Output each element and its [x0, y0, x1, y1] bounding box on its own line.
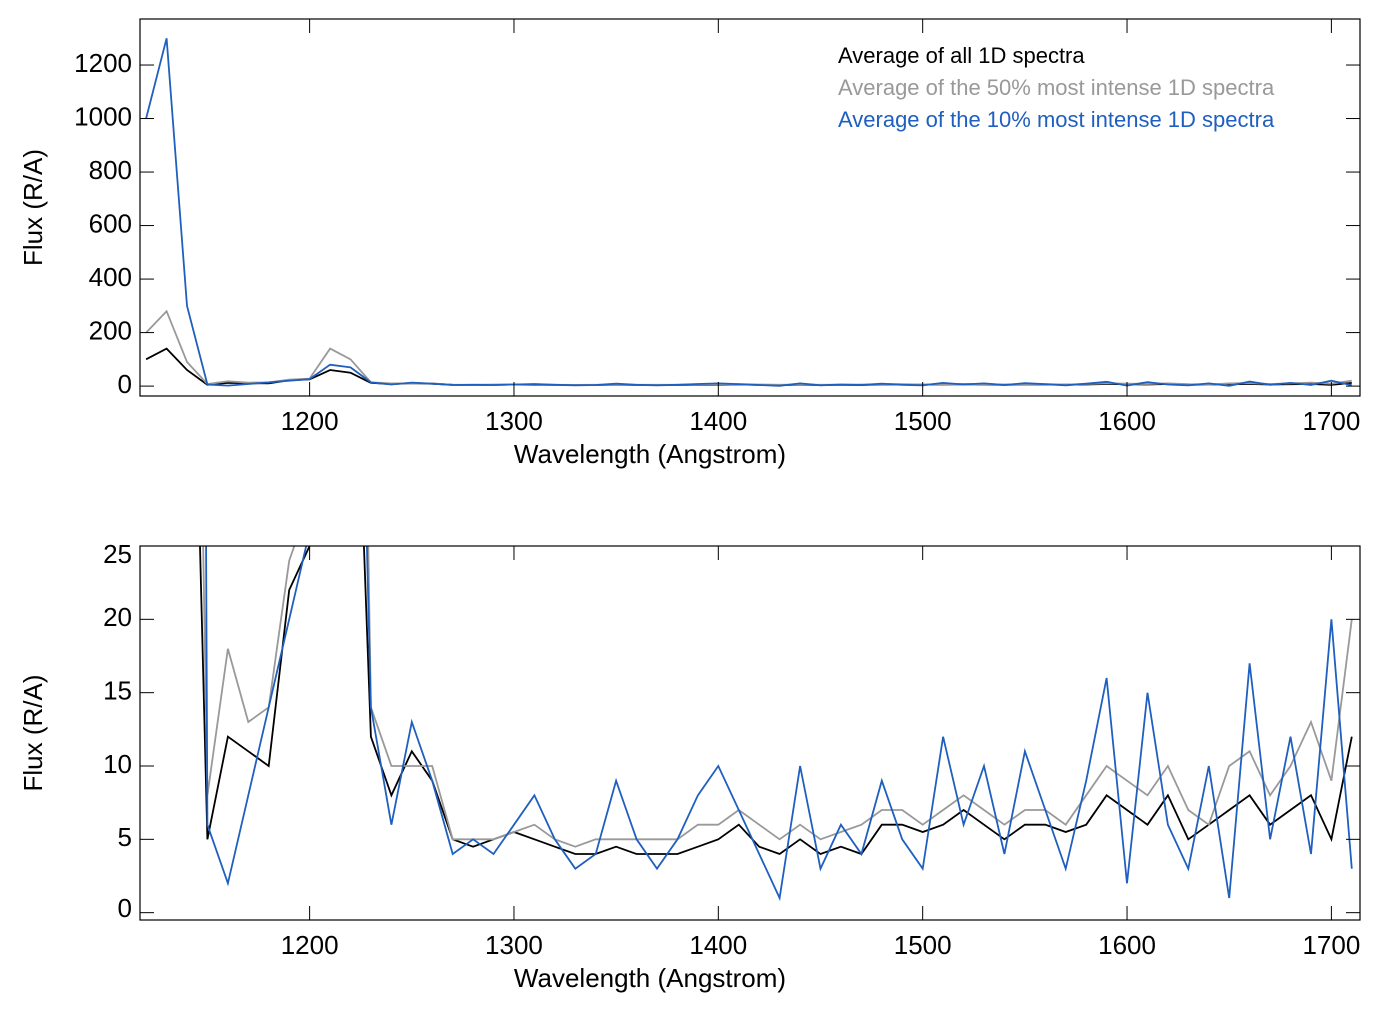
x-tick-label: 1400: [689, 930, 747, 960]
y-tick-label: 200: [89, 315, 132, 345]
data-line: [199, 546, 1353, 856]
x-tick-label: 1700: [1302, 930, 1360, 960]
x-tick-label: 1500: [894, 930, 952, 960]
x-tick-label: 1200: [281, 406, 339, 436]
x-axis-label: Wavelength (Angstrom): [514, 963, 786, 993]
y-axis-label: Flux (R/A): [18, 675, 48, 792]
y-axis-label: Flux (R/A): [18, 149, 48, 266]
x-tick-label: 1500: [894, 406, 952, 436]
panel: 1200 1300 1400 1500 1600 1700 0 5 10 15 20 25 Wavele…: [18, 539, 1361, 993]
y-tick-label: 10: [103, 749, 132, 779]
y-tick-label: 0: [118, 369, 132, 399]
x-axis-label: Wavelength (Angstrom): [514, 439, 786, 469]
x-tick-label: 1200: [281, 930, 339, 960]
legend-entry: Average of the 50% most intense 1D spect…: [838, 75, 1275, 100]
x-tick-label: 1700: [1302, 406, 1360, 436]
axes-frame: [139, 18, 1361, 397]
y-tick-label: 1000: [74, 101, 132, 131]
y-tick-label: 15: [103, 676, 132, 706]
panel: 1200 1300 1400 1500 1600 1700 0 200 400 600 800 100…: [18, 18, 1361, 469]
axes-frame: [139, 545, 1361, 921]
data-line: [145, 309, 1352, 386]
y-tick-label: 5: [118, 822, 132, 852]
y-tick-label: 25: [103, 539, 132, 569]
x-tick-label: 1600: [1098, 406, 1156, 436]
x-tick-label: 1400: [689, 406, 747, 436]
y-tick-label: 0: [118, 893, 132, 923]
y-tick-label: 1200: [74, 48, 132, 78]
y-tick-label: 20: [103, 602, 132, 632]
data-line: [205, 546, 1353, 902]
y-tick-label: 400: [89, 262, 132, 292]
data-line: [145, 38, 1352, 387]
legend-entry: Average of all 1D spectra: [838, 43, 1085, 68]
plot-area: [199, 546, 1353, 902]
legend-entry: Average of the 10% most intense 1D spect…: [838, 107, 1275, 132]
plot-area: [145, 38, 1352, 387]
data-line: [202, 546, 1353, 848]
y-tick-label: 800: [89, 155, 132, 185]
x-tick-label: 1600: [1098, 930, 1156, 960]
y-tick-label: 600: [89, 208, 132, 238]
x-tick-label: 1300: [485, 930, 543, 960]
x-tick-label: 1300: [485, 406, 543, 436]
